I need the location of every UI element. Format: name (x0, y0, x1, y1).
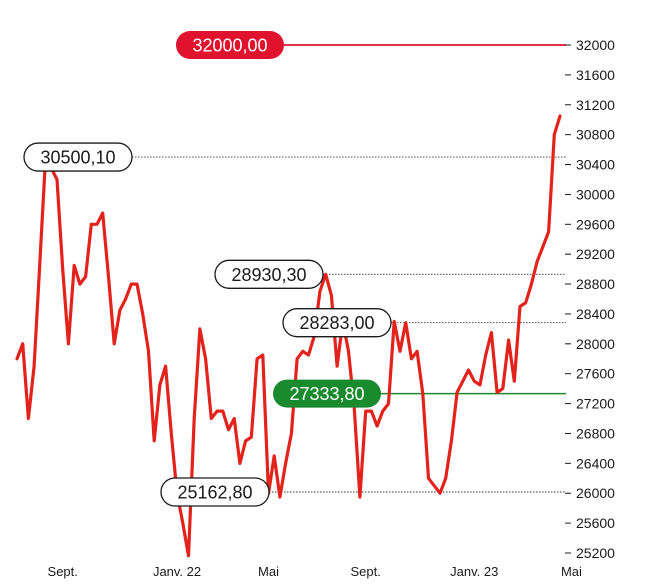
reference-label-text: 32000,00 (192, 36, 267, 56)
reference-label-pill (160, 477, 270, 507)
series-layer (15, 114, 562, 558)
y-tick-label: 30400 (576, 157, 615, 173)
y-tick-label: 25200 (576, 545, 615, 561)
y-tick-label: 26800 (576, 425, 615, 441)
y-tick-label: 32000 (576, 37, 615, 53)
y-tick-label: 31200 (576, 97, 615, 113)
y-tick-label: 30000 (576, 186, 615, 202)
reference-label-pill (273, 379, 381, 408)
x-tick-label: Mai (561, 564, 582, 579)
reference-label-text: 27333,80 (289, 384, 364, 404)
y-tick-label: 29600 (576, 216, 615, 232)
reference-label-pill (214, 259, 324, 289)
reference-label: 30500,10 (23, 142, 133, 172)
x-tick-label: Mai (258, 564, 279, 579)
reference-label-text: 25162,80 (177, 483, 252, 503)
reference-label: 28930,30 (214, 259, 324, 289)
reference-label-text: 28283,00 (299, 313, 374, 333)
y-tick-label: 27200 (576, 396, 615, 412)
x-tick-label: Janv. 22 (153, 564, 201, 579)
reference-label-text: 30500,10 (40, 148, 115, 168)
y-tick-label: 28800 (576, 276, 615, 292)
x-axis: Sept. Janv. 22 Mai Sept. Janv. 23 Mai (48, 564, 582, 579)
reference-label-pill (282, 308, 392, 338)
reference-label: 27333,80 (273, 379, 381, 408)
y-tick-label: 31600 (576, 67, 615, 83)
x-tick-label: Sept. (350, 564, 380, 579)
y-tick-label: 28400 (576, 306, 615, 322)
y-axis: 25200 25600 26000 26400 26800 27200 27600 28000… (565, 37, 615, 561)
reference-label: 28283,00 (282, 308, 392, 338)
y-tick-label: 25600 (576, 515, 615, 531)
y-tick-label: 26400 (576, 455, 615, 471)
reference-label: 25162,80 (160, 477, 270, 507)
reference-labels: 32000,00 30500,10 28930,30 28283,00 27333,80… (23, 31, 392, 507)
reference-label-text: 28930,30 (231, 265, 306, 285)
reference-lines (132, 44, 566, 493)
x-tick-label: Janv. 23 (450, 564, 498, 579)
y-tick-label: 29200 (576, 246, 615, 262)
reference-label-pill (176, 31, 284, 59)
y-tick-label: 27600 (576, 366, 615, 382)
x-tick-label: Sept. (48, 564, 78, 579)
y-tick-label: 30800 (576, 127, 615, 143)
reference-label: 32000,00 (176, 31, 284, 59)
reference-label-pill (23, 142, 133, 172)
y-tick-label: 28000 (576, 336, 615, 352)
series-line (15, 114, 562, 558)
y-tick-label: 26000 (576, 485, 615, 501)
